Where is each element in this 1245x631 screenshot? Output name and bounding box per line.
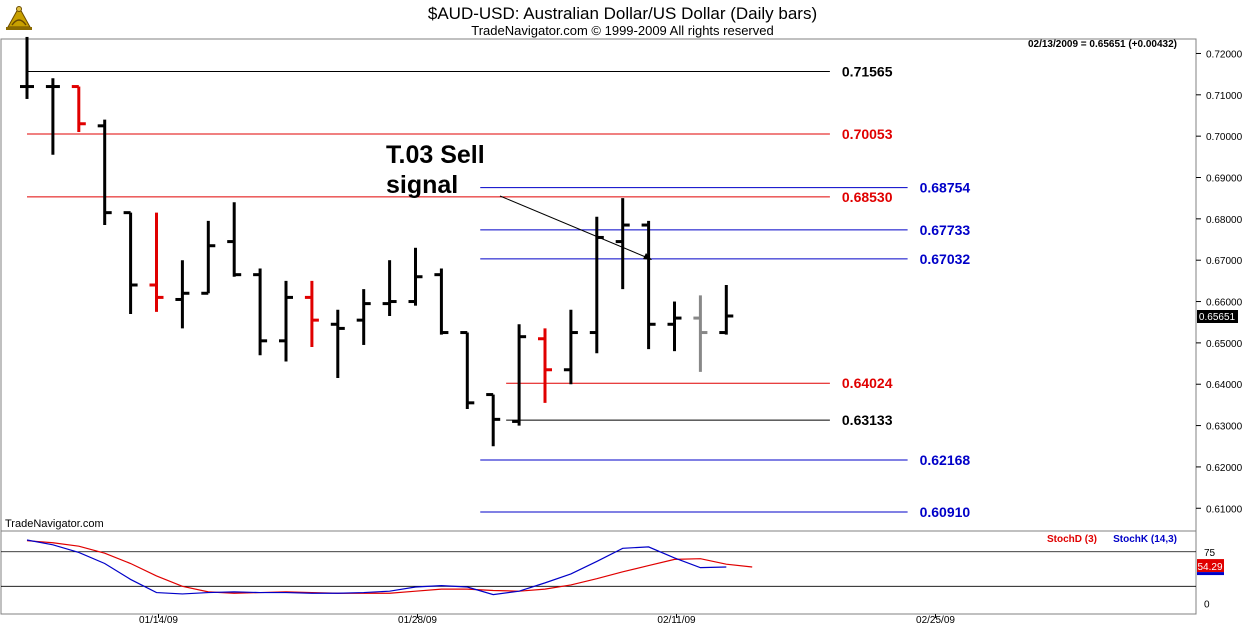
ohlc-bar [201, 220, 216, 295]
price-panel-frame [0, 38, 1197, 532]
ohlc-bar [356, 289, 371, 345]
x-tick-label: 01/28/09 [398, 615, 437, 626]
level-label: 0.63133 [842, 412, 893, 428]
x-tick-label: 01/14/09 [139, 615, 178, 626]
ohlc-bar [719, 285, 734, 335]
stoch-y-tick-label: 0 [1204, 600, 1210, 611]
signal-arrow-head [643, 253, 652, 260]
y-tick-label: 0.63000 [1206, 422, 1243, 433]
y-tick-label: 0.61000 [1206, 504, 1243, 515]
level-label: 0.60910 [920, 504, 971, 520]
x-tick-label: 02/11/09 [657, 615, 696, 626]
ohlc-bar [227, 202, 242, 277]
ohlc-bar [45, 78, 60, 155]
level-label: 0.67733 [920, 222, 971, 238]
y-tick-label: 0.71000 [1206, 91, 1243, 102]
ohlc-bar [512, 324, 527, 426]
stoch-value-label: 54.29 [1197, 562, 1222, 573]
level-label: 0.70053 [842, 126, 893, 142]
x-tick-label: 02/25/09 [916, 615, 955, 626]
y-tick-label: 0.66000 [1206, 298, 1243, 309]
stoch-y-tick-label: 75 [1204, 548, 1216, 559]
ohlc-bar [97, 119, 112, 226]
ohlc-bar [253, 268, 268, 356]
signal-annotation-line2: signal [386, 171, 458, 199]
stoch-series-line [26, 540, 753, 594]
level-label: 0.68754 [920, 180, 971, 196]
y-tick-label: 0.72000 [1206, 49, 1243, 60]
ohlc-bar [615, 198, 630, 290]
ohlc-bar [538, 328, 552, 403]
ohlc-bar [589, 216, 604, 354]
stoch-panel-frame [0, 530, 1197, 615]
ohlc-bar [408, 247, 423, 306]
ohlc-bar [641, 220, 656, 350]
level-label: 0.68530 [842, 189, 893, 205]
ohlc-bar [279, 280, 293, 362]
ohlc-bar [149, 212, 164, 312]
y-tick-label: 0.69000 [1206, 174, 1243, 185]
ohlc-bar [71, 85, 86, 133]
stoch-value-box-k [1197, 572, 1224, 576]
ohlc-bar [330, 309, 345, 379]
level-label: 0.64024 [842, 375, 893, 391]
level-label: 0.67032 [920, 251, 971, 267]
ohlc-bar [434, 268, 449, 335]
legend-stoch-k: StochK (14,3) [1113, 534, 1177, 545]
ohlc-bar [693, 295, 708, 372]
y-tick-label: 0.62000 [1206, 463, 1243, 474]
signal-arrow [499, 195, 649, 259]
stoch-series-line [26, 539, 727, 596]
level-label: 0.62168 [920, 452, 971, 468]
level-label: 0.71565 [842, 63, 893, 79]
watermark: TradeNavigator.com [5, 518, 104, 530]
last-price-box [1197, 310, 1238, 323]
signal-annotation-line1: T.03 Sell [386, 141, 485, 169]
stoch-value-box [1197, 559, 1224, 573]
ohlc-bar [123, 211, 138, 314]
chart-title: $AUD-USD: Australian Dollar/US Dollar (D… [427, 4, 818, 23]
y-tick-label: 0.68000 [1206, 215, 1243, 226]
chart-subtitle: TradeNavigator.com © 1999-2009 All right… [471, 23, 774, 38]
legend-stoch-d: StochD (3) [1047, 534, 1097, 545]
ohlc-bar [486, 393, 501, 447]
last-price-label: 0.65651 [1199, 312, 1236, 323]
sextant-icon [6, 5, 32, 30]
ohlc-bar [175, 260, 190, 329]
ohlc-bar [382, 260, 397, 317]
y-tick-label: 0.70000 [1206, 132, 1243, 143]
ohlc-bar [563, 309, 578, 385]
y-tick-label: 0.65000 [1206, 339, 1243, 350]
y-tick-label: 0.67000 [1206, 256, 1243, 267]
y-tick-label: 0.64000 [1206, 380, 1243, 391]
ohlc-bar [460, 331, 475, 410]
ohlc-bar [20, 36, 34, 99]
ohlc-bar [304, 280, 319, 348]
ohlc-bar [667, 301, 682, 352]
price-readout: 02/13/2009 = 0.65651 (+0.00432) [1028, 39, 1177, 50]
